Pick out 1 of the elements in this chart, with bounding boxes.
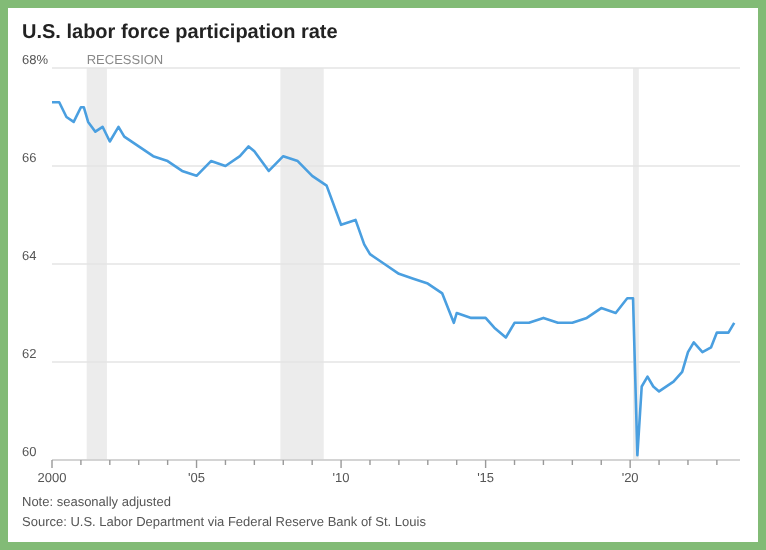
chart-title: U.S. labor force participation rate [22,22,339,44]
